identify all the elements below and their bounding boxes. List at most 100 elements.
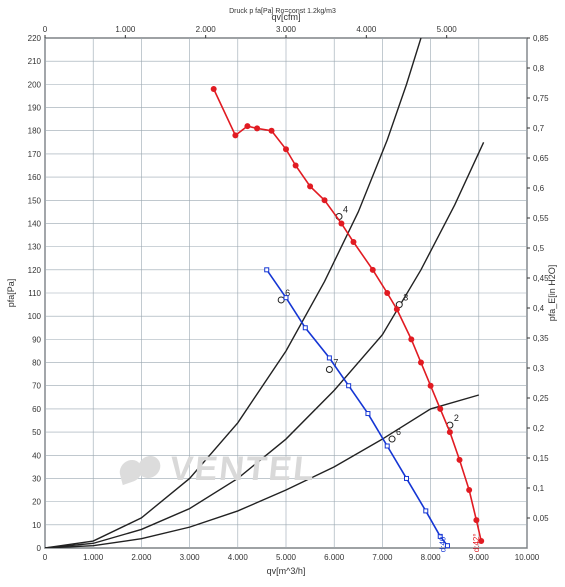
y-left-tick: 150 bbox=[28, 196, 42, 205]
red-marker bbox=[418, 360, 424, 366]
y-left-tick: 0 bbox=[37, 544, 42, 553]
y-left-tick: 190 bbox=[28, 104, 42, 113]
x-top-tick: 5.000 bbox=[437, 25, 458, 34]
y-left-tick: 140 bbox=[28, 219, 42, 228]
blue-marker bbox=[327, 356, 331, 360]
y-right-tick: 0,25 bbox=[533, 394, 549, 403]
red-marker bbox=[283, 146, 289, 152]
x-bottom-tick: 4.000 bbox=[228, 553, 249, 562]
x-bottom-tick: 9.000 bbox=[469, 553, 490, 562]
y-left-tick: 80 bbox=[32, 359, 41, 368]
x-top-tick: 3.000 bbox=[276, 25, 297, 34]
x-bottom-tick: 1.000 bbox=[83, 553, 104, 562]
black-marker bbox=[278, 297, 284, 303]
black-point-label: 3 bbox=[403, 293, 408, 303]
red-marker bbox=[447, 429, 453, 435]
black-point-label: 6 bbox=[396, 427, 401, 437]
red-marker bbox=[307, 183, 313, 189]
red-marker bbox=[394, 306, 400, 312]
red-marker bbox=[293, 163, 299, 169]
red-marker bbox=[338, 220, 344, 226]
y-left-tick: 130 bbox=[28, 243, 42, 252]
blue-end-label: d:40° bbox=[438, 533, 447, 552]
red-marker bbox=[437, 406, 443, 412]
red-curve bbox=[214, 89, 482, 541]
y-left-tick: 120 bbox=[28, 266, 42, 275]
y-left-tick: 30 bbox=[32, 474, 41, 483]
y-right-tick: 0,3 bbox=[533, 364, 545, 373]
y-right-tick: 0,6 bbox=[533, 184, 545, 193]
x-top-tick: 4.000 bbox=[356, 25, 377, 34]
x-bottom-tick: 6.000 bbox=[324, 553, 345, 562]
black-point-label: 4 bbox=[343, 205, 348, 215]
black-marker bbox=[389, 436, 395, 442]
x-bottom-tick: 5.000 bbox=[276, 553, 297, 562]
y-right-tick: 0,8 bbox=[533, 64, 545, 73]
red-marker bbox=[473, 517, 479, 523]
y-left-tick: 170 bbox=[28, 150, 42, 159]
y-left-tick: 100 bbox=[28, 312, 42, 321]
blue-marker bbox=[347, 384, 351, 388]
x-bottom-tick: 10.000 bbox=[515, 553, 540, 562]
y-right-tick: 0,05 bbox=[533, 514, 549, 523]
chart-container: Druck p fa[Pa] Ro=const 1.2kg/m3 VENTEL … bbox=[0, 0, 565, 582]
y-left-tick: 10 bbox=[32, 521, 41, 530]
black-marker bbox=[326, 367, 332, 373]
y-left-tick: 20 bbox=[32, 498, 41, 507]
red-end-label: d:42° bbox=[472, 533, 481, 552]
red-marker bbox=[211, 86, 217, 92]
y-left-tick: 180 bbox=[28, 127, 42, 136]
y-left-tick: 210 bbox=[28, 57, 42, 66]
y-right-tick: 0,55 bbox=[533, 214, 549, 223]
chart-tiny-title: Druck p fa[Pa] Ro=const 1.2kg/m3 bbox=[0, 8, 565, 15]
x-bottom-tick: 8.000 bbox=[421, 553, 442, 562]
black-curve-0 bbox=[45, 142, 484, 548]
red-marker bbox=[457, 457, 463, 463]
chart-svg: 0 1.000 2.000 3.000 4.000 5.000 6.000 7.000 8.00… bbox=[0, 0, 565, 582]
red-marker bbox=[232, 132, 238, 138]
y-right-tick: 0,75 bbox=[533, 94, 549, 103]
red-marker bbox=[244, 123, 250, 129]
red-marker bbox=[350, 239, 356, 245]
blue-marker bbox=[385, 444, 389, 448]
blue-marker bbox=[405, 476, 409, 480]
y-left-tick: 200 bbox=[28, 80, 42, 89]
x-bottom-label: qv[m^3/h] bbox=[267, 566, 306, 576]
y-right-tick: 0,5 bbox=[533, 244, 545, 253]
blue-marker bbox=[303, 326, 307, 330]
y-left-tick: 160 bbox=[28, 173, 42, 182]
y-left-tick: 40 bbox=[32, 451, 41, 460]
blue-marker bbox=[424, 509, 428, 513]
y-right-tick: 0,35 bbox=[533, 334, 549, 343]
x-bottom-tick: 7.000 bbox=[372, 553, 393, 562]
x-bottom-tick: 0 bbox=[43, 553, 48, 562]
x-top-tick: 2.000 bbox=[196, 25, 217, 34]
y-right-tick: 0,1 bbox=[533, 484, 545, 493]
y-right-tick: 0,15 bbox=[533, 454, 549, 463]
red-marker bbox=[254, 125, 260, 131]
y-left-tick: 110 bbox=[28, 289, 41, 298]
red-marker bbox=[428, 383, 434, 389]
y-left-tick: 60 bbox=[32, 405, 41, 414]
y-right-tick: 0,4 bbox=[533, 304, 545, 313]
red-marker bbox=[269, 128, 275, 134]
red-marker bbox=[466, 487, 472, 493]
y-left-label: pfa[Pa] bbox=[6, 279, 16, 308]
y-left-tick: 90 bbox=[32, 335, 41, 344]
y-left-tick: 70 bbox=[32, 382, 41, 391]
blue-curve bbox=[267, 270, 448, 546]
y-right-tick: 0,2 bbox=[533, 424, 545, 433]
red-marker bbox=[370, 267, 376, 273]
y-right-tick: 0,85 bbox=[533, 34, 549, 43]
y-right-label: pfa_E[in H2O] bbox=[547, 265, 557, 322]
black-point-label: 2 bbox=[454, 413, 459, 423]
x-bottom-tick: 2.000 bbox=[131, 553, 152, 562]
blue-marker bbox=[284, 296, 288, 300]
y-left-tick: 50 bbox=[32, 428, 41, 437]
y-right-tick: 0,65 bbox=[533, 154, 549, 163]
y-left-tick: 220 bbox=[28, 34, 42, 43]
x-top-tick: 1.000 bbox=[115, 25, 136, 34]
blue-marker bbox=[265, 268, 269, 272]
x-bottom-tick: 3.000 bbox=[180, 553, 201, 562]
y-right-tick: 0,7 bbox=[533, 124, 545, 133]
